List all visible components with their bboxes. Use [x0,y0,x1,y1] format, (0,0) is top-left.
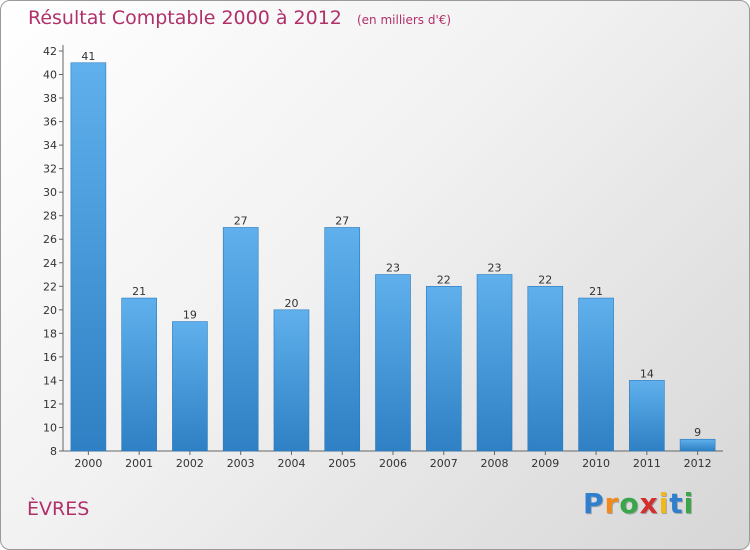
x-tick-label: 2010 [582,457,610,470]
x-tick-label: 2007 [430,457,458,470]
bar [70,62,107,452]
bar [121,297,157,452]
logo-letter: t [669,487,684,520]
bar-value-label: 22 [538,273,552,286]
y-tick-label: 32 [43,163,57,176]
x-tick-label: 2011 [633,457,661,470]
y-tick-label: 42 [43,45,57,58]
bar [172,321,208,452]
y-tick-label: 10 [43,421,57,434]
x-tick-label: 2002 [176,457,204,470]
bar [679,438,716,452]
logo-letter: x [639,487,659,520]
logo-letter: o [619,487,640,520]
y-tick-label: 14 [43,374,57,387]
bar-value-label: 27 [335,214,349,227]
bar-value-label: 14 [640,367,654,380]
chart-subtitle: (en milliers d'€) [356,13,452,27]
bar [324,227,361,452]
y-tick-label: 30 [43,186,57,199]
logo-letter: i [683,487,695,520]
chart-title-block: Résultat Comptable 2000 à 2012 (en milli… [28,7,451,29]
x-tick-label: 2012 [684,457,712,470]
y-tick-label: 8 [50,445,57,458]
bar-value-label: 27 [234,214,248,227]
bar [629,380,665,452]
bar-value-label: 19 [183,309,197,322]
bar-value-label: 21 [132,285,146,298]
chart-title: Résultat Comptable 2000 à 2012 [28,7,342,29]
y-tick-label: 28 [43,210,57,223]
bar-value-label: 23 [488,262,502,275]
y-tick-label: 40 [43,69,57,82]
y-tick-label: 12 [43,398,57,411]
bar-value-label: 23 [386,262,400,275]
bar [527,285,564,452]
y-tick-label: 34 [43,139,57,152]
y-tick-label: 16 [43,351,57,364]
bar-value-label: 21 [589,285,603,298]
bar [375,274,411,452]
bar [222,227,259,452]
proxiti-logo: Proxiti [583,487,694,520]
bar [578,297,614,452]
commune-name: ÈVRES [27,498,90,520]
y-tick-label: 18 [43,327,57,340]
y-tick-label: 20 [43,304,57,317]
x-tick-label: 2006 [379,457,407,470]
x-tick-label: 2009 [531,457,559,470]
x-tick-label: 2008 [481,457,509,470]
logo-letter: P [583,487,605,520]
bar [425,285,462,452]
logo-letter: r [604,487,620,520]
logo-letter: i [658,487,670,520]
x-tick-label: 2005 [328,457,356,470]
y-tick-label: 22 [43,280,57,293]
y-tick-label: 38 [43,92,57,105]
x-tick-label: 2001 [125,457,153,470]
x-tick-label: 2003 [227,457,255,470]
bar [476,274,513,452]
bar [273,309,310,452]
bar-value-label: 20 [284,297,298,310]
y-tick-label: 24 [43,257,57,270]
bar-value-label: 22 [437,273,451,286]
x-tick-label: 2004 [277,457,305,470]
y-tick-label: 26 [43,233,57,246]
bar-value-label: 9 [694,426,701,439]
x-tick-label: 2000 [74,457,102,470]
y-tick-label: 36 [43,116,57,129]
bar-value-label: 41 [81,50,95,63]
